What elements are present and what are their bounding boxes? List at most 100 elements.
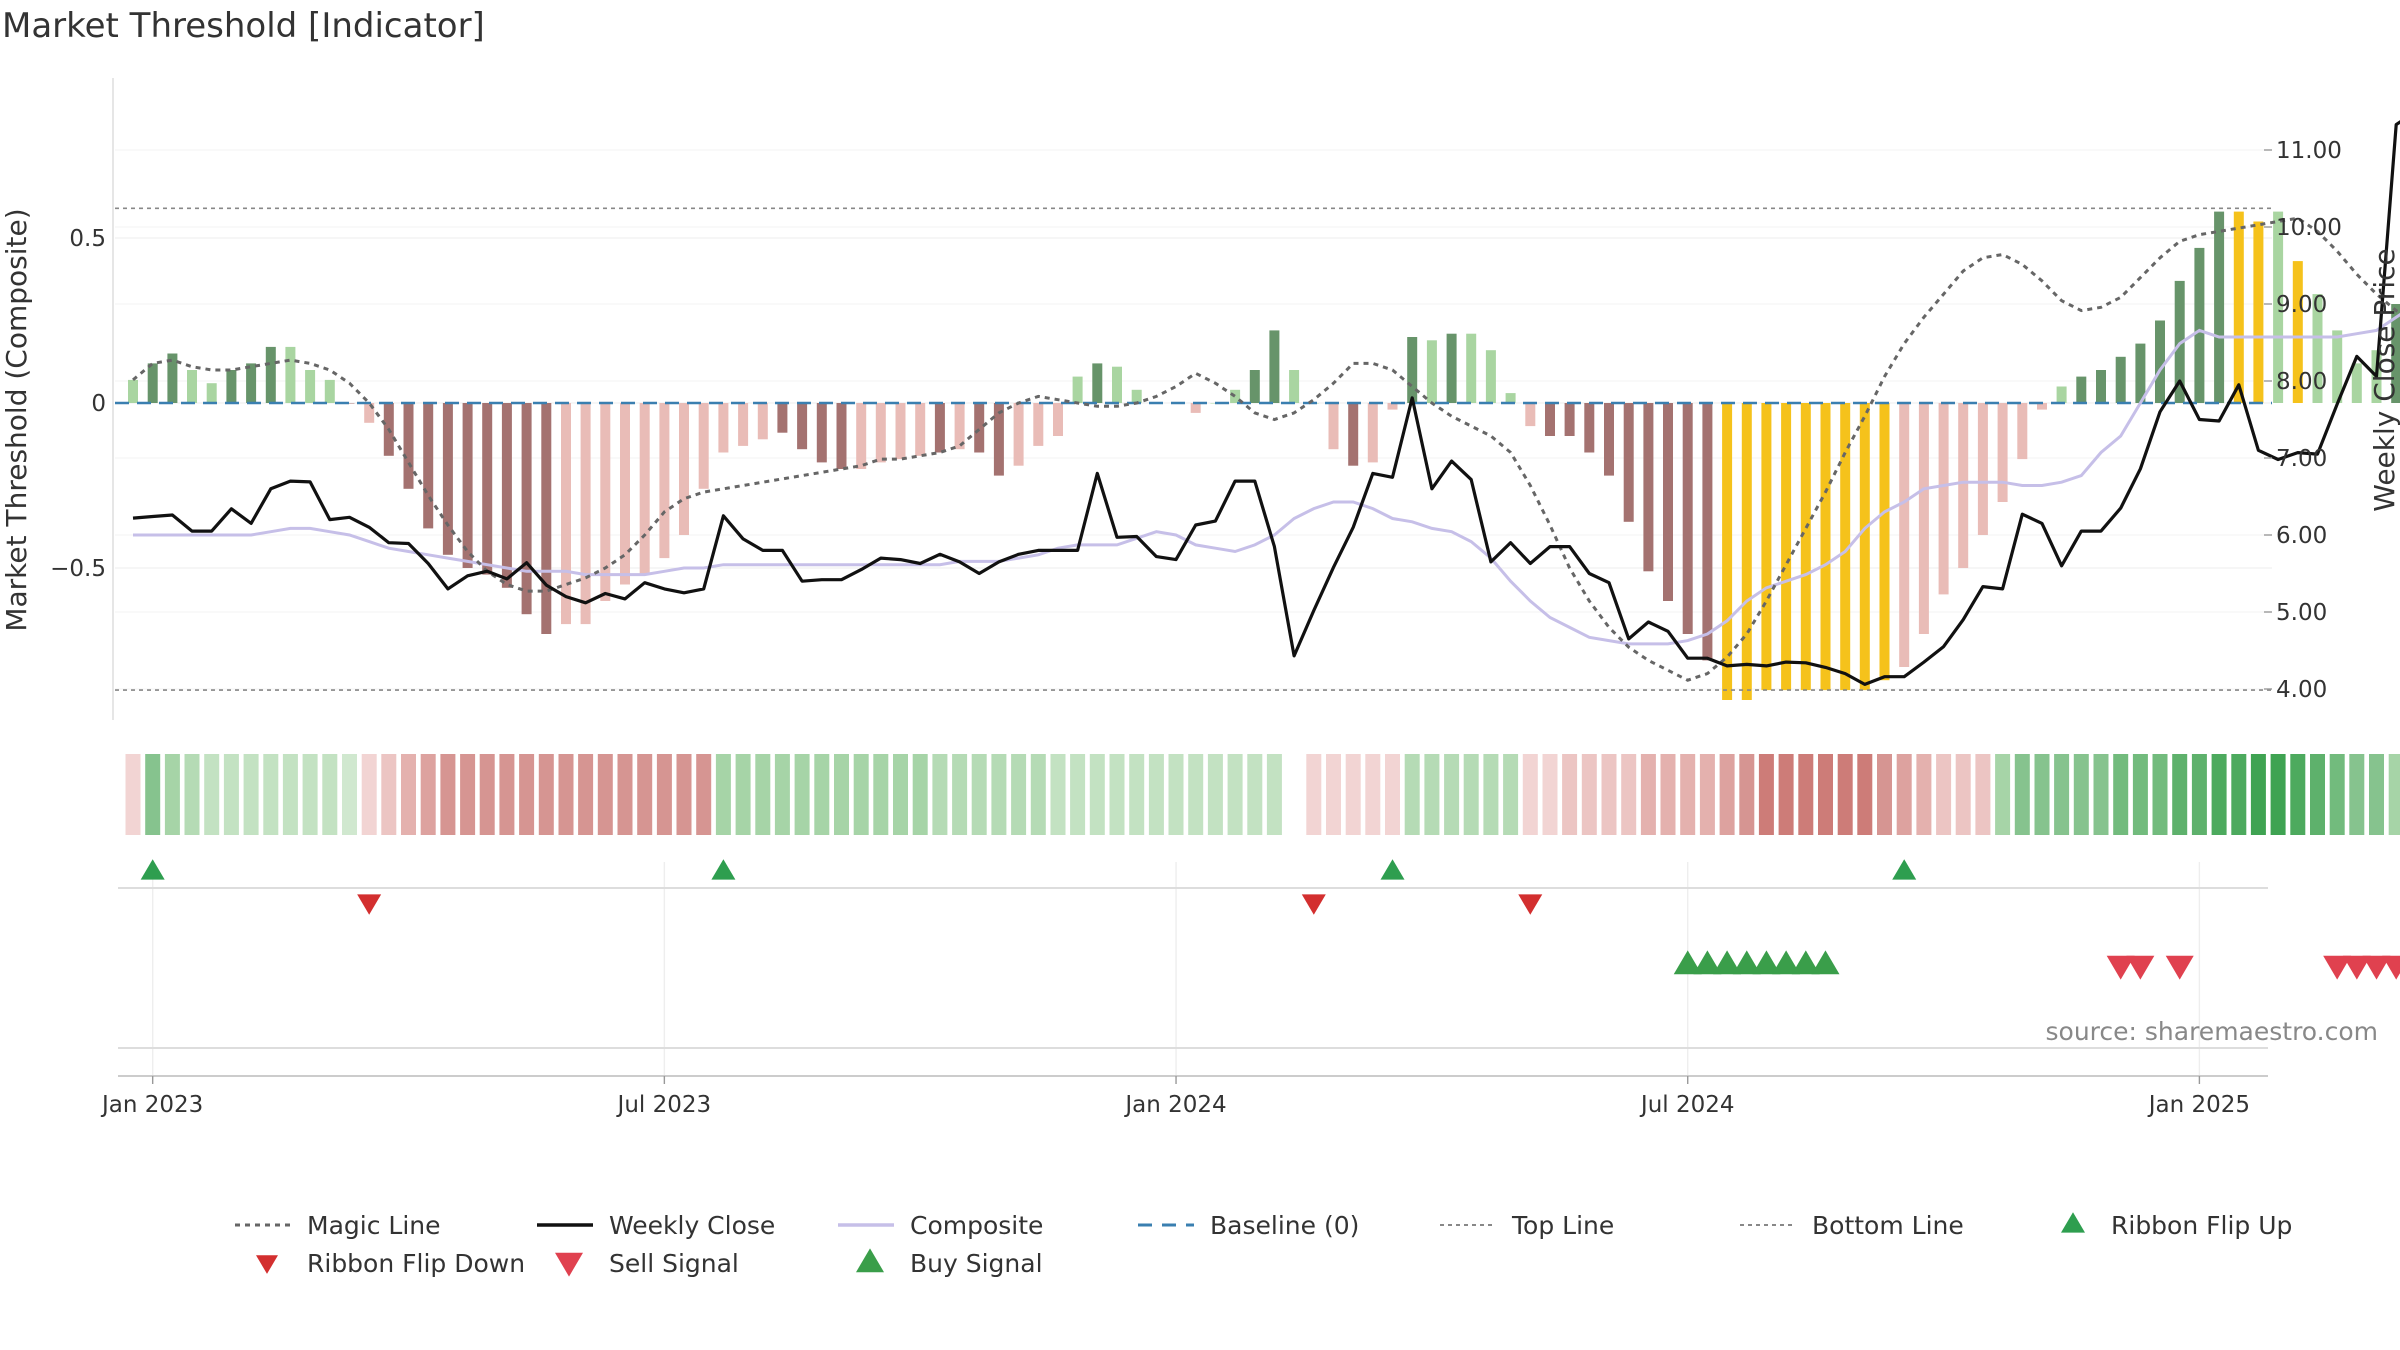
- chart-title: Market Threshold [Indicator]: [2, 6, 485, 46]
- composite-bar: [1053, 403, 1063, 436]
- legend-label: Ribbon Flip Up: [2111, 1211, 2292, 1240]
- x-tick-label: Jan 2025: [2147, 1092, 2250, 1118]
- legend-item: Sell Signal: [555, 1249, 739, 1278]
- composite-bar: [2155, 320, 2165, 403]
- ribbon-cell: [164, 754, 180, 835]
- ribbon-cell: [2113, 754, 2129, 835]
- ribbon-cell: [1050, 754, 1066, 835]
- composite-bar: [600, 403, 611, 601]
- composite-bar: [1958, 403, 1969, 568]
- composite-bar: [2056, 386, 2067, 403]
- sell-signal-marker: [2382, 955, 2400, 980]
- buy-signal-marker: [1811, 950, 1840, 975]
- ribbon-cell: [2369, 754, 2384, 835]
- composite-bar: [2214, 211, 2225, 403]
- legend-item: Ribbon Flip Up: [2061, 1211, 2292, 1240]
- ribbon-cell: [696, 754, 712, 835]
- ribbon-cell: [263, 754, 279, 835]
- x-tick-label: Jan 2023: [100, 1092, 203, 1118]
- x-axis: Jan 2023 Jul 2023 Jan 2024 Jul 2024 Jan 2025…: [100, 1076, 2250, 1118]
- ribbon-cell: [578, 754, 594, 835]
- composite-bar: [875, 403, 886, 463]
- composite-bar: [757, 403, 768, 440]
- composite-bars: [128, 211, 2400, 700]
- composite-bar: [836, 403, 847, 469]
- composite-bar: [364, 403, 375, 423]
- y-axis-title: Market Threshold (Composite): [0, 208, 33, 631]
- ribbon-cell: [1503, 754, 1519, 835]
- legend-label: Buy Signal: [910, 1249, 1043, 1278]
- composite-bar: [1977, 403, 1988, 535]
- ribbon-cell: [1011, 754, 1027, 835]
- ribbon-cell: [125, 754, 141, 835]
- y-right-tick-label: 8.00: [2276, 369, 2327, 395]
- y-right-tick-label: 10.00: [2276, 215, 2342, 241]
- ribbon-cell: [1483, 754, 1499, 835]
- ribbon-cell: [1168, 754, 1184, 835]
- ribbon-cell: [2034, 754, 2050, 835]
- legend-swatch: [256, 1255, 278, 1274]
- ribbon-cell: [2073, 754, 2089, 835]
- ribbon-cell: [991, 754, 1007, 835]
- composite-bar: [1466, 333, 1477, 403]
- y-right-tick-label: 7.00: [2276, 446, 2327, 472]
- ribbon-cell: [1660, 754, 1676, 835]
- legend-item: Magic Line: [235, 1211, 441, 1240]
- composite-bar: [2351, 363, 2362, 403]
- composite-bar: [1131, 389, 1142, 403]
- legend-swatch: [856, 1248, 884, 1273]
- legend-label: Magic Line: [307, 1211, 441, 1240]
- ribbon-flip-down-marker: [357, 894, 382, 915]
- composite-bar: [2037, 403, 2047, 410]
- composite-bar: [1545, 403, 1555, 436]
- composite-bar: [482, 403, 493, 575]
- composite-bar: [1033, 403, 1044, 446]
- ribbon-cell: [1719, 754, 1735, 835]
- composite-bar: [1564, 403, 1575, 436]
- ribbon-cell: [223, 754, 239, 835]
- composite-bar: [1230, 389, 1241, 403]
- ribbon-cell: [1345, 754, 1361, 835]
- composite-bar: [561, 403, 571, 625]
- ribbon-cell: [1955, 754, 1971, 835]
- composite-bar: [1584, 403, 1595, 453]
- ribbon-cell: [1640, 754, 1656, 835]
- ribbon-cell: [1286, 754, 1302, 835]
- legend-label: Top Line: [1511, 1211, 1614, 1240]
- ribbon-flip-up-marker: [1892, 859, 1917, 880]
- composite-bar: [1604, 403, 1614, 476]
- composite-bar: [285, 346, 296, 403]
- ribbon-cell: [1089, 754, 1105, 835]
- ribbon-cell: [853, 754, 869, 835]
- buy-signal-marker: [1693, 950, 1722, 975]
- ribbon-flip-up-marker: [711, 859, 736, 880]
- composite-bar: [1820, 403, 1831, 691]
- ribbon-cell: [1995, 754, 2011, 835]
- y-right-tick-label: 6.00: [2276, 523, 2327, 549]
- composite-bar: [659, 403, 670, 559]
- composite-bar: [2115, 356, 2126, 403]
- ribbon-cell: [1739, 754, 1755, 835]
- ribbon-cell: [1188, 754, 1204, 835]
- y-right-axis-title: Weekly Close Price: [2368, 248, 2400, 511]
- ribbon-cell: [1247, 754, 1263, 835]
- composite-bar: [265, 346, 276, 403]
- composite-bar: [1387, 403, 1398, 410]
- ribbon-cell: [519, 754, 535, 835]
- composite-bar: [1249, 370, 1260, 403]
- ribbon-cell: [322, 754, 338, 835]
- composite-bar: [541, 403, 552, 634]
- composite-bar: [1761, 403, 1772, 691]
- x-tick-label: Jul 2023: [616, 1092, 712, 1118]
- ribbon-cell: [381, 754, 397, 835]
- ribbon-cell: [1896, 754, 1912, 835]
- composite-bar: [698, 403, 709, 489]
- composite-bar: [1112, 366, 1122, 403]
- composite-bar: [2312, 294, 2323, 403]
- ribbon-cell: [1463, 754, 1479, 835]
- composite-bar: [2292, 261, 2303, 403]
- sell-signal-marker: [2362, 955, 2391, 980]
- composite-bar: [895, 403, 906, 460]
- composite-bar: [1741, 403, 1752, 700]
- y-right-tick-label: 5.00: [2276, 600, 2327, 626]
